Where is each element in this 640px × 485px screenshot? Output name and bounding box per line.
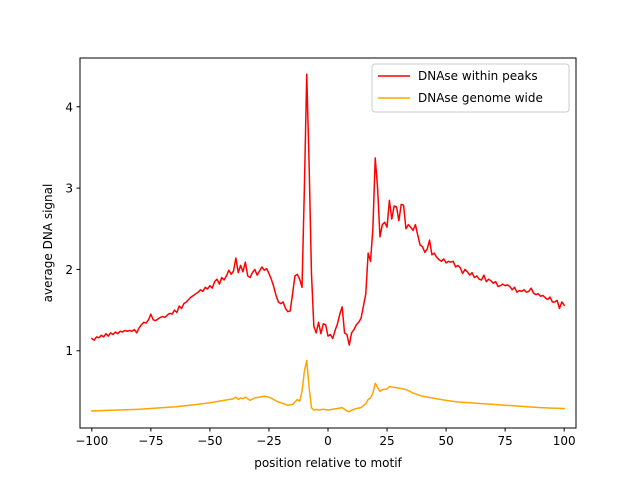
x-tick-label: −50	[197, 434, 222, 448]
legend-label-genome: DNAse genome wide	[418, 91, 543, 105]
y-tick-label: 2	[65, 263, 73, 277]
series-line-peaks	[90, 73, 566, 346]
y-tick-label: 1	[65, 344, 73, 358]
legend: DNAse within peaks DNAse genome wide	[371, 63, 570, 113]
x-axis-label: position relative to motif	[254, 456, 402, 470]
y-tick-label: 3	[65, 182, 73, 196]
legend-label-peaks: DNAse within peaks	[418, 69, 538, 83]
y-tick-label: 4	[65, 100, 73, 114]
x-tick-label: 100	[553, 434, 576, 448]
x-tick-label: −100	[75, 434, 108, 448]
x-tick-label: 25	[379, 434, 394, 448]
series-layer	[90, 73, 566, 413]
y-axis: 1 2 3 4	[65, 100, 80, 358]
series-line-genome	[91, 359, 565, 413]
x-tick-label: 75	[498, 434, 513, 448]
legend-box	[371, 63, 570, 113]
x-tick-label: −75	[138, 434, 163, 448]
y-axis-label: average DNA signal	[41, 184, 55, 303]
x-axis: −100 −75 −50 −25 0 25 50 75 100	[75, 428, 576, 448]
x-tick-label: −25	[256, 434, 281, 448]
x-tick-label: 50	[438, 434, 453, 448]
x-tick-label: 0	[324, 434, 332, 448]
